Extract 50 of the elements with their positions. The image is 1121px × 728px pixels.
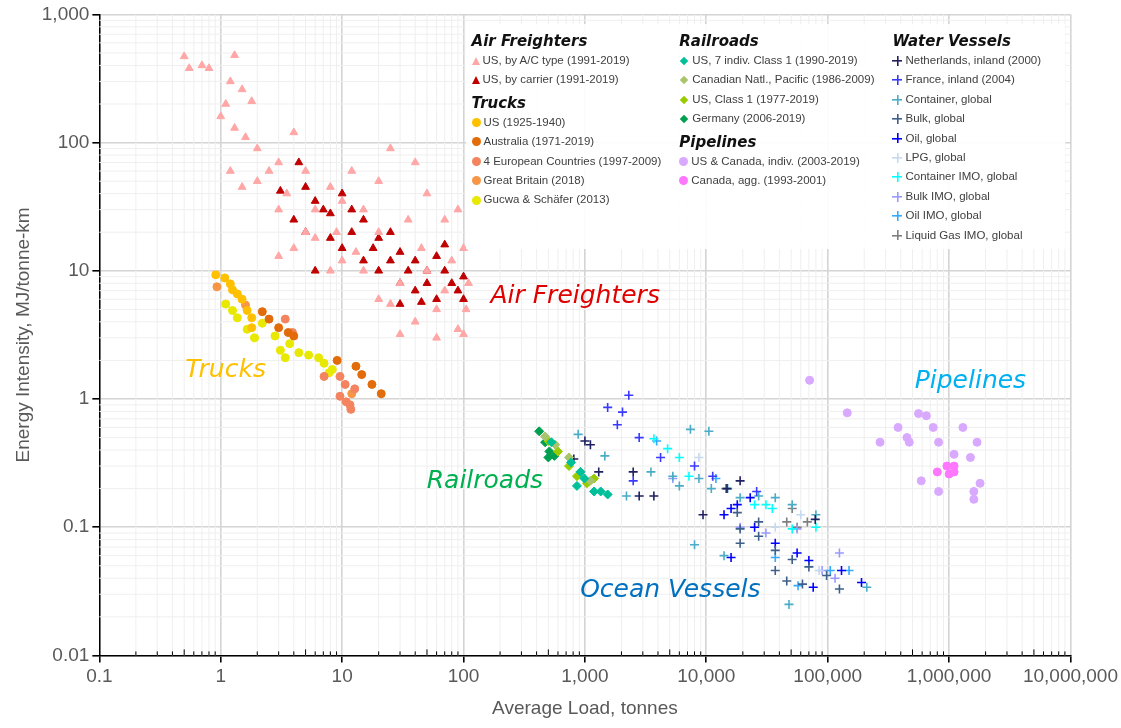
legend-label: Liquid Gas IMO, global (905, 227, 1023, 243)
annotation: Trucks (471, 92, 527, 113)
annotation: Trucks (185, 354, 266, 384)
x-tick-label: 0.1 (86, 665, 113, 687)
legend-label: 4 European Countries (1997-2009) (483, 153, 662, 169)
annotation: Pipelines (914, 365, 1027, 395)
y-tick-label: 0.1 (62, 515, 90, 537)
x-tick-label: 10,000,000 (1022, 665, 1118, 687)
legend-label: Canada, agg. (1993-2001) (691, 173, 827, 189)
x-axis-title: Average Load, tonnes (492, 696, 678, 718)
y-tick-label: 100 (57, 130, 90, 152)
legend-label: US & Canada, indiv. (2003-2019) (691, 153, 860, 169)
y-tick-label: 1 (78, 387, 90, 409)
legend-label: Australia (1971-2019) (483, 134, 595, 150)
x-tick-label: 10,000 (677, 665, 736, 687)
x-tick-label: 100 (447, 665, 480, 687)
x-tick-label: 100,000 (793, 665, 863, 687)
legend-label: Container IMO, global (905, 169, 1018, 185)
legend-label: Container, global (905, 91, 992, 107)
annotation: Air Freighters (471, 31, 589, 51)
annotation: Pipelines (679, 131, 758, 152)
x-tick-label: 1,000,000 (906, 665, 992, 687)
y-axis-title: Energy Intensity, MJ/tonne-km (11, 207, 33, 463)
legend-label: Gucwa & Schäfer (2013) (483, 192, 610, 208)
y-tick-label: 10 (68, 259, 90, 281)
y-tick-label: 0.01 (52, 643, 90, 665)
annotation: Railroads (679, 31, 760, 51)
legend-label: LPG, global (905, 150, 966, 166)
x-tick-label: 1 (215, 665, 227, 687)
legend-label: US, by carrier (1991-2019) (482, 72, 619, 88)
legend-label: France, inland (2004) (905, 72, 1015, 88)
legend-label: US, by A/C type (1991-2019) (482, 53, 630, 68)
legend-label: Germany (2006-2019) (692, 111, 806, 127)
y-tick-label: 1,000 (41, 2, 90, 24)
annotation: Water Vessels (892, 31, 1012, 51)
legend-label: Oil IMO, global (905, 208, 982, 224)
x-tick-label: 10 (331, 665, 353, 687)
annotation: Railroads (426, 465, 544, 495)
legend-label: Netherlands, inland (2000) (905, 53, 1041, 68)
legend-label: Canadian Natl., Pacific (1986-2009) (692, 72, 875, 88)
annotation: Ocean Vessels (580, 573, 761, 603)
legend-label: Great Britain (2018) (483, 173, 585, 189)
legend-label: Bulk IMO, global (905, 188, 990, 204)
legend-label: Bulk, global (905, 111, 965, 127)
legend-label: US, 7 indiv. Class 1 (1990-2019) (692, 53, 858, 68)
legend-label: Oil, global (905, 130, 957, 146)
legend-label: US, Class 1 (1977-2019) (692, 91, 819, 107)
annotation: Air Freighters (488, 279, 660, 309)
x-tick-label: 1,000 (561, 665, 609, 687)
legend-label: US (1925-1940) (483, 114, 566, 130)
